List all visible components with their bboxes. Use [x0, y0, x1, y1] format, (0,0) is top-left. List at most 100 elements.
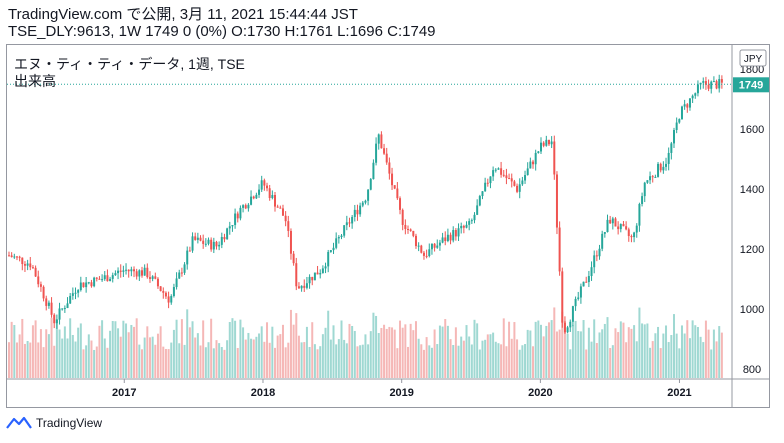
volume-label: 出来高 — [14, 73, 56, 89]
volume-bar — [188, 327, 191, 378]
volume-bar — [430, 347, 433, 378]
candle-body — [260, 180, 263, 190]
chart-header-publish-line: TradingView.com で公開, 3月 11, 2021 15:44:4… — [8, 6, 358, 23]
candle-body — [659, 163, 662, 171]
candle-body — [401, 209, 404, 225]
candle-body — [364, 200, 367, 203]
candle-body — [388, 162, 391, 174]
candle-body — [502, 174, 505, 176]
candle-body — [66, 303, 69, 309]
tradingview-footer[interactable]: TradingView — [6, 416, 102, 430]
volume-bar — [412, 330, 415, 378]
volume-bar — [207, 342, 210, 378]
volume-bar — [335, 344, 338, 378]
volume-bar — [375, 315, 378, 378]
candle-body — [122, 270, 125, 272]
candle-body — [715, 81, 718, 89]
volume-bar — [446, 325, 449, 378]
candle-body — [422, 252, 425, 256]
volume-bar — [13, 324, 16, 378]
volume-bar — [303, 342, 306, 378]
volume-bar — [21, 318, 24, 378]
candle-body — [172, 287, 175, 297]
volume-bar — [364, 334, 367, 378]
volume-bar — [577, 331, 580, 378]
volume-bar — [210, 318, 213, 378]
chart-legend: エヌ・ティ・ティ・データ, 1週, TSE 出来高 — [14, 56, 245, 90]
chart-header-ohlc-line: TSE_DLY:9613, 1W 1749 0 (0%) O:1730 H:17… — [8, 23, 436, 40]
candle-body — [194, 236, 197, 240]
volume-bar — [553, 307, 556, 378]
currency-badge[interactable]: JPY — [739, 49, 767, 67]
volume-bar — [438, 325, 441, 378]
candle-body — [460, 225, 463, 229]
volume-bar — [590, 341, 593, 378]
chart-frame — [6, 44, 770, 408]
volume-bar — [619, 321, 622, 378]
volume-bar — [178, 343, 181, 378]
volume-bar — [630, 328, 633, 378]
candle-body — [457, 228, 460, 237]
candle-body — [18, 256, 21, 258]
candle-body — [420, 245, 423, 253]
volume-bar — [85, 345, 88, 378]
volume-bar — [470, 344, 473, 378]
candle-body — [393, 185, 396, 189]
candle-body — [696, 84, 699, 94]
volume-bar — [95, 346, 98, 378]
candle-body — [603, 232, 606, 234]
candle-body — [77, 290, 80, 293]
volume-bar — [234, 320, 237, 378]
candle-body — [627, 229, 630, 237]
candle-body — [82, 282, 85, 288]
volume-bar — [710, 349, 713, 378]
volume-bar — [359, 345, 362, 378]
candle-body — [90, 282, 93, 287]
volume-bar — [340, 320, 343, 378]
candle-body — [252, 196, 255, 199]
volume-bar — [707, 329, 710, 378]
candle-body — [23, 264, 26, 266]
candle-body — [247, 204, 250, 209]
candle-body — [617, 226, 620, 230]
candle-body — [154, 276, 157, 279]
volume-bar — [526, 329, 529, 378]
volume-bar — [343, 339, 346, 378]
volume-bar — [23, 343, 26, 378]
candle-body — [526, 168, 529, 176]
candle-body — [202, 240, 205, 244]
candle-body — [106, 275, 109, 282]
candle-body — [159, 286, 162, 292]
candle-body — [446, 234, 449, 242]
volume-bar — [162, 346, 165, 378]
candle-body — [47, 302, 50, 306]
candle-body — [21, 257, 24, 265]
volume-bar — [545, 325, 548, 378]
volume-bar — [468, 336, 471, 378]
volume-bar — [683, 333, 686, 378]
volume-bar — [367, 344, 370, 378]
candle-body — [93, 277, 96, 287]
volume-bar — [566, 333, 569, 378]
volume-bar — [98, 325, 101, 378]
volume-bar — [164, 348, 167, 378]
volume-bar — [103, 338, 106, 378]
volume-bar — [563, 320, 566, 378]
volume-bar — [321, 334, 324, 378]
candle-body — [95, 277, 98, 279]
candle-body — [143, 267, 146, 276]
candle-body — [8, 255, 10, 257]
candle-body — [635, 225, 638, 233]
candle-body — [167, 296, 170, 303]
volume-bar — [194, 337, 197, 378]
volume-bar — [329, 339, 332, 378]
volume-bar — [609, 347, 612, 378]
candle-body — [641, 196, 644, 204]
candle-body — [555, 174, 558, 228]
candle-body — [375, 143, 378, 163]
volume-bar — [574, 320, 577, 378]
candle-body — [646, 180, 649, 183]
candle-body — [79, 282, 82, 291]
volume-bar — [82, 349, 85, 378]
